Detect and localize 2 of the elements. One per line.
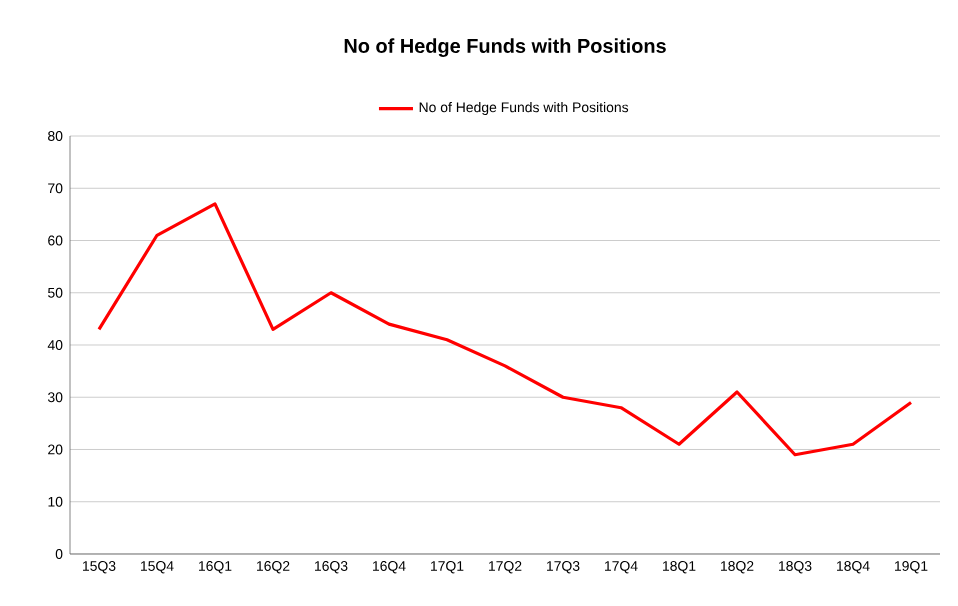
chart-title: No of Hedge Funds with Positions <box>344 38 666 57</box>
line-series <box>97 202 913 457</box>
